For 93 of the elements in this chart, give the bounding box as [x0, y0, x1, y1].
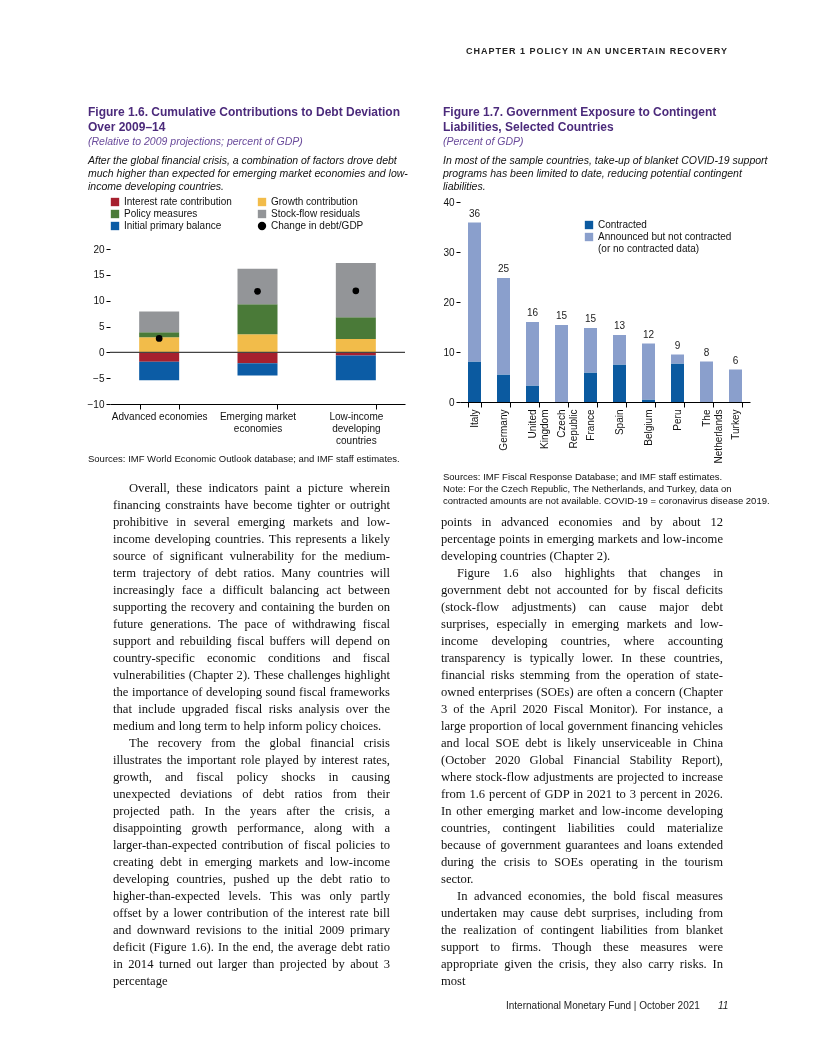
point [155, 335, 163, 342]
text: points in advanced economies and by about 12 percentage points in emerging markets and low-income developing countries (Chapter 2). [441, 514, 723, 565]
x-tick-label: Emerging market economies [219, 410, 297, 434]
point [254, 288, 261, 295]
bar [526, 385, 539, 402]
point [352, 287, 360, 295]
total-label: 13 [613, 320, 626, 331]
bar [584, 328, 597, 373]
total-label: 36 [468, 207, 481, 219]
y-tick-label: 5 [98, 321, 105, 332]
bar [671, 354, 684, 364]
bar [613, 335, 626, 365]
total-label: 16 [526, 307, 539, 318]
total-label: 12 [642, 328, 655, 340]
total-label: 6 [732, 354, 739, 366]
bar [237, 334, 278, 353]
bar [139, 332, 180, 338]
text: Overall, these indicators paint a picture wherein financing constraints have become tighter or outright prohibitive in several emerging markets and low-income developing countries. This represents a likely source of significant vulnerability for the medium-term trajectory of debt ratios. Many countries will increasingly face a difficult balancing act between supporting the recovery and containing the burden on future generations. The pace of withdrawing fiscal support and rebuilding fiscal buffers will depend on country-specific economic conditions and fiscal vulnerabilities (Chapter 2). These challenges highlight the importance of developing sound fiscal frameworks that include upgraded fiscal risks analysis over the medium and long term to help inform policy choices. [113, 481, 390, 733]
bar [237, 352, 278, 364]
chart-subtitle: (Percent of GDP) [443, 135, 525, 148]
chart-subtitle: (Relative to 2009 projections; percent of GDP) [88, 135, 304, 148]
legend-label: Initial primary balance [124, 220, 222, 231]
y-tick-label: 10 [93, 295, 105, 307]
bar [729, 369, 742, 402]
total-label: 15 [584, 313, 597, 324]
bar [139, 361, 180, 381]
bar [671, 363, 684, 402]
bar [139, 337, 180, 353]
bar [555, 325, 568, 402]
y-tick-label: 20 [93, 243, 105, 255]
y-tick-label: 0 [448, 396, 455, 408]
x-tick-label: Germany [498, 409, 509, 451]
x-tick-label: Low-income developing countries [329, 410, 384, 446]
x-tick-label: Advanced economies [111, 410, 208, 422]
legend-label: Interest rate contribution [124, 196, 232, 207]
y-tick-label: 20 [443, 296, 455, 308]
bar [139, 311, 180, 333]
text: In most of the sample countries, take-up of blanket COVID-19 support programs has been limited to date, reducing potential contingent liabilities. [443, 154, 769, 193]
bar [335, 262, 376, 318]
text: Note: For the Czech Republic, The Netherlands, and Turkey, data on contracted amounts are not available. COVID-19 = coronavirus disease 2019. [443, 483, 771, 507]
x-tick-label: Belgium [643, 409, 654, 446]
legend-label: Stock-flow residuals [271, 208, 360, 219]
x-tick-label: The Netherlands [701, 409, 724, 464]
bar [613, 364, 626, 402]
x-tick-label: Czech Republic [556, 409, 579, 449]
bar [497, 278, 510, 375]
text: Figure 1.6 also highlights that changes in government debt not accounted for by fiscal deficits (stock-flow adjustments) can cause major debt surprises, especially in emerging markets and low-income developing countries, where accounting transparency is typically lower. In these countries, financial risks stemming from the operation of state-owned enterprises (SOEs) are often a concern (Chapter 3 of the April 2020 Fiscal Monitor). For instance, a large proportion of local government financing vehicles and local SOE debt is likely unserviceable in China (October 2020 Global Financial Stability Report), where stock-flow adjustments are projected to increase from 1.6 percent of GDP in 2021 to 3 percent in 2026. In other emerging market and low-income developing countries, contingent liabilities could materialize because of government guarantees and loans extended during the crisis to SOEs operating in the tourism sector. [441, 566, 723, 886]
chart-title: Figure 1.6. Cumulative Contributions to Debt Deviation Over 2009–14 [88, 105, 402, 135]
text: 11 [718, 1000, 729, 1011]
x-tick-label: France [585, 409, 596, 441]
x-tick-label: Italy [469, 409, 480, 428]
y-tick-label: 15 [93, 269, 105, 281]
text: After the global financial crisis, a combination of factors drove debt much higher than expected for emerging market economies and low-income developing countries. [88, 154, 409, 193]
source-note: Sources: IMF World Economic Outlook database; and IMF staff estimates. [88, 453, 401, 465]
text: International Monetary Fund | October 2021 [506, 1000, 700, 1011]
y-tick-label: 30 [443, 246, 455, 258]
chart-title: Figure 1.7. Government Exposure to Contingent Liabilities, Selected Countries [443, 105, 718, 135]
bar [584, 372, 597, 402]
legend-label: Change in debt/GDP [271, 220, 364, 231]
bar [237, 304, 278, 335]
y-tick-label: 10 [443, 346, 455, 358]
y-tick-label: −10 [87, 398, 105, 410]
bar [497, 374, 510, 402]
y-tick-label: 0 [98, 346, 105, 358]
bar [335, 317, 376, 339]
text: The recovery from the global financial crisis illustrates the important role played by interest rates, growth, and fiscal policy shocks in causing unexpected deviations of debt ratios from their projected path. In the years after the crisis, a disappointing growth performance, along with a larger-than-expected contribution of fiscal policies to creating debt in emerging markets and low-income developing countries, pushed up the debt ratio to higher-than-expected levels. This was only partly offset by a lower contribution of the interest rate bill and downward revisions to the initial 2009 primary deficit (Figure 1.6). In the end, the average debt ratio in 2014 turned out larger than projected by about 3 percentage [113, 736, 390, 988]
bar [700, 361, 713, 402]
x-tick-label: Peru [672, 409, 683, 431]
y-tick-label: 40 [443, 196, 455, 208]
legend-label: Growth contribution [271, 196, 358, 207]
bar [468, 222, 481, 362]
bar [237, 363, 278, 376]
bar [468, 361, 481, 402]
bar [335, 355, 376, 381]
total-label: 25 [497, 263, 510, 274]
y-tick-label: −5 [93, 372, 105, 384]
total-label: 15 [555, 310, 568, 321]
total-label: 9 [674, 339, 681, 351]
bar [237, 268, 278, 305]
text: In advanced economies, the bold fiscal measures undertaken may cause debt surprises, including from the realization of contingent liabilities from blanket support to firms. Though these measures were appropriate given the crisis, they also carry risks. In most [441, 888, 723, 990]
legend-label: Policy measures [124, 208, 198, 219]
bar [335, 338, 376, 353]
x-tick-label: Spain [614, 409, 625, 436]
text: CHAPTER 1 POLICY IN AN UNCERTAIN RECOVERY [465, 46, 728, 56]
bar [642, 343, 655, 400]
bar [526, 322, 539, 386]
legend-label: Contracted [598, 219, 647, 230]
total-label: 8 [703, 346, 710, 358]
x-tick-label: United Kingdom [527, 409, 550, 449]
bar [139, 352, 180, 362]
legend-label: Announced but not contracted (or no contracted data) [598, 231, 732, 254]
x-tick-label: Turkey [730, 409, 741, 440]
source-note: Sources: IMF Fiscal Response Database; and IMF staff estimates. [443, 471, 724, 483]
